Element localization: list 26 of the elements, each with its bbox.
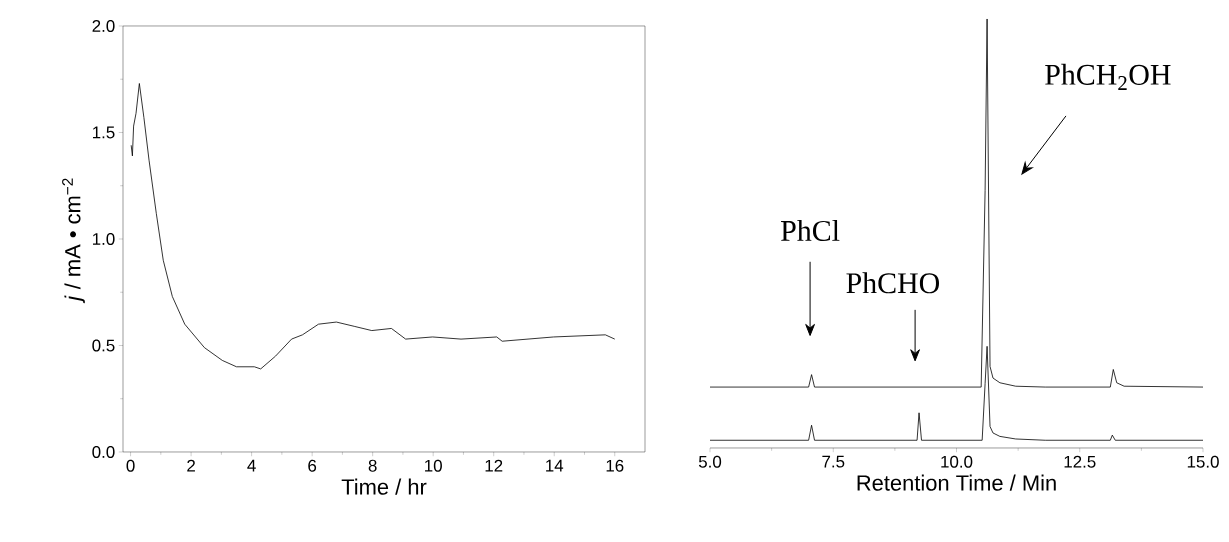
x-tick-label: 15.0: [1187, 455, 1219, 468]
x-tick-label: 12.5: [1064, 455, 1096, 468]
x-tick-label: 14: [546, 459, 564, 472]
y-tick-label: 0.0: [92, 445, 115, 458]
x-tick-label: 16: [606, 459, 624, 472]
x-tick-label: 7.5: [822, 455, 845, 468]
y-axis-title: j / mA • cm$^{−2}$: [62, 178, 85, 304]
x-tick-label: 2: [187, 459, 195, 472]
x-tick-label: 10: [425, 459, 442, 472]
y-tick-label: 0.5: [92, 339, 115, 352]
x-tick-label: 0: [126, 459, 135, 472]
annotation: PhCHO: [846, 272, 940, 294]
annotation: PhCl: [781, 219, 840, 241]
x-axis-title: Retention Time / Min: [857, 474, 1056, 491]
annotation: PhCH$_{2}$OH: [1045, 63, 1171, 90]
x-tick-label: 5.0: [698, 455, 722, 468]
y-tick-label: 2.0: [92, 19, 115, 32]
x-axis-title: Time / hr: [341, 478, 427, 495]
y-tick-label: 1.0: [92, 232, 115, 245]
x-tick-label: 12: [485, 459, 503, 472]
x-tick-label: 8: [368, 459, 377, 472]
line-series: [130, 83, 616, 370]
x-tick-label: 6: [308, 459, 317, 472]
x-tick-label: 4: [247, 459, 256, 472]
x-tick-label: 10.0: [941, 455, 973, 468]
y-tick-label: 1.5: [92, 126, 115, 139]
